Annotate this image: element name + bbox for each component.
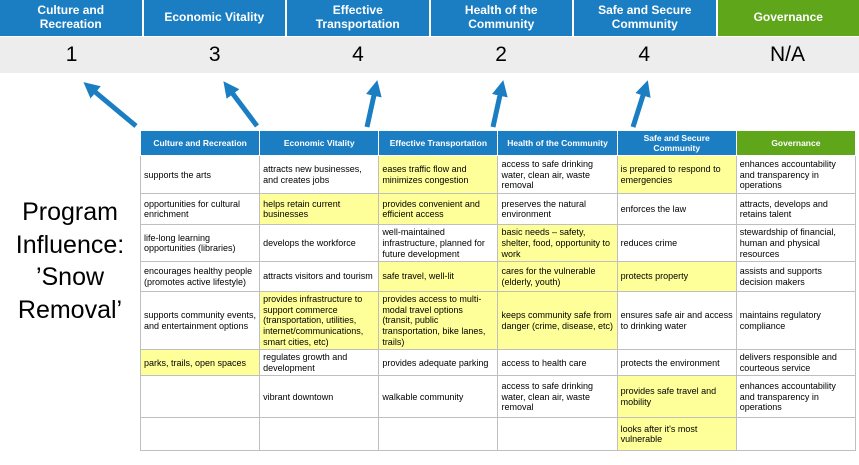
score-culture-recreation: 1 (65, 43, 78, 66)
matrix-header-governance: Governance (735, 129, 857, 157)
table-row: supports community events, and entertain… (139, 291, 857, 351)
matrix-body: supports the arts attracts new businesses… (139, 155, 857, 452)
matrix-cell: maintains regulatory compliance (735, 291, 857, 351)
pillar-health-community: Health of the Community (430, 0, 572, 36)
matrix-cell: walkable community (378, 375, 499, 419)
score-row: 1 3 4 2 4 N/A (0, 37, 859, 73)
score-governance: N/A (769, 43, 805, 66)
matrix-cell: protects property (616, 261, 737, 293)
matrix-cell: safe travel, well-lit (378, 261, 499, 293)
influence-arrow (223, 81, 259, 128)
matrix-cell: provides safe travel and mobility (616, 375, 737, 419)
matrix-header-health-community: Health of the Community (497, 129, 618, 157)
matrix-cell: life-long learning opportunities (librar… (139, 224, 261, 263)
matrix-cell: develops the workforce (259, 224, 380, 263)
matrix-cell: ensures safe air and access to drinking … (616, 291, 737, 351)
matrix-cell: regulates growth and development (259, 349, 380, 377)
score-effective-transportation: 4 (352, 43, 364, 66)
matrix-cell: looks after it's most vulnerable (616, 417, 737, 452)
matrix-cell: supports community events, and entertain… (139, 291, 261, 351)
matrix-cell: is prepared to respond to emergencies (616, 155, 737, 195)
matrix-cell (139, 417, 261, 452)
influence-arrow (630, 80, 651, 128)
matrix-cell: protects the environment (616, 349, 737, 377)
matrix-cell (735, 417, 857, 452)
table-row: vibrant downtown walkable community access… (139, 375, 857, 419)
pillar-culture-recreation: Culture and Recreation (0, 0, 142, 36)
matrix-cell: basic needs – safety, shelter, food, opp… (497, 224, 618, 263)
table-row: opportunities for cultural enrichment hel… (139, 193, 857, 226)
matrix-cell: attracts visitors and tourism (259, 261, 380, 293)
matrix-cell: stewardship of financial, human and phys… (735, 224, 857, 263)
matrix-cell: vibrant downtown (259, 375, 380, 419)
table-row: encourages healthy people (promotes acti… (139, 261, 857, 293)
matrix-cell: assists and supports decision makers (735, 261, 857, 293)
influence-arrow (490, 80, 508, 128)
score-economic-vitality: 3 (208, 43, 221, 66)
pillar-header-row: Culture and Recreation Economic Vitality… (0, 0, 859, 36)
matrix-cell: reduces crime (616, 224, 737, 263)
matrix-cell: cares for the vulnerable (elderly, youth… (497, 261, 618, 293)
matrix-cell: delivers responsible and courteous servi… (735, 349, 857, 377)
matrix-cell: opportunities for cultural enrichment (139, 193, 261, 226)
matrix-cell: preserves the natural environment (497, 193, 618, 226)
matrix-header-safe-secure-community: Safe and Secure Community (616, 129, 737, 157)
score-safe-secure-community: 4 (638, 43, 651, 66)
matrix-cell: eases traffic flow and minimizes congest… (378, 155, 499, 195)
matrix-cell (497, 417, 618, 452)
table-row: supports the arts attracts new businesses… (139, 155, 857, 195)
matrix-cell: parks, trails, open spaces (139, 349, 261, 377)
influence-arrow (83, 82, 138, 128)
table-row: looks after it's most vulnerable (139, 417, 857, 452)
influence-arrows (83, 80, 651, 128)
matrix-cell (378, 417, 499, 452)
matrix-cell: provides infrastructure to support comme… (259, 291, 380, 351)
matrix-cell: helps retain current businesses (259, 193, 380, 226)
score-health-community: 2 (495, 43, 507, 66)
matrix-cell: keeps community safe from danger (crime,… (497, 291, 618, 351)
matrix-cell: access to safe drinking water, clean air… (497, 155, 618, 195)
matrix-cell: encourages healthy people (promotes acti… (139, 261, 261, 293)
matrix-cell: access to health care (497, 349, 618, 377)
table-row: parks, trails, open spaces regulates grow… (139, 349, 857, 377)
matrix-cell: provides convenient and efficient access (378, 193, 499, 226)
matrix-cell: provides adequate parking (378, 349, 499, 377)
matrix-cell: well-maintained infrastructure, planned … (378, 224, 499, 263)
matrix-header-culture-recreation: Culture and Recreation (139, 129, 261, 157)
matrix-cell: enforces the law (616, 193, 737, 226)
pillar-governance: Governance (717, 0, 859, 36)
matrix-cell: access to safe drinking water, clean air… (497, 375, 618, 419)
matrix-cell: provides access to multi-modal travel op… (378, 291, 499, 351)
pillar-safe-secure-community: Safe and Secure Community (574, 0, 716, 36)
matrix-cell (139, 375, 261, 419)
matrix-header-economic-vitality: Economic Vitality (259, 129, 380, 157)
pillar-effective-transportation: Effective Transportation (287, 0, 429, 36)
influence-arrow (364, 80, 382, 128)
influence-matrix: Culture and Recreation Economic Vitality… (139, 129, 857, 452)
matrix-cell (259, 417, 380, 452)
table-row: life-long learning opportunities (librar… (139, 224, 857, 263)
pillar-economic-vitality: Economic Vitality (143, 0, 285, 36)
matrix-cell: attracts, develops and retains talent (735, 193, 857, 226)
matrix-cell: enhances accountability and transparency… (735, 375, 857, 419)
matrix-header-effective-transportation: Effective Transportation (378, 129, 499, 157)
page-title: Program Influence: ’Snow Removal’ (15, 198, 125, 324)
matrix-cell: attracts new businesses, and creates job… (259, 155, 380, 195)
matrix-header-row: Culture and Recreation Economic Vitality… (139, 129, 857, 157)
matrix-cell: enhances accountability and transparency… (735, 155, 857, 195)
matrix-cell: supports the arts (139, 155, 261, 195)
